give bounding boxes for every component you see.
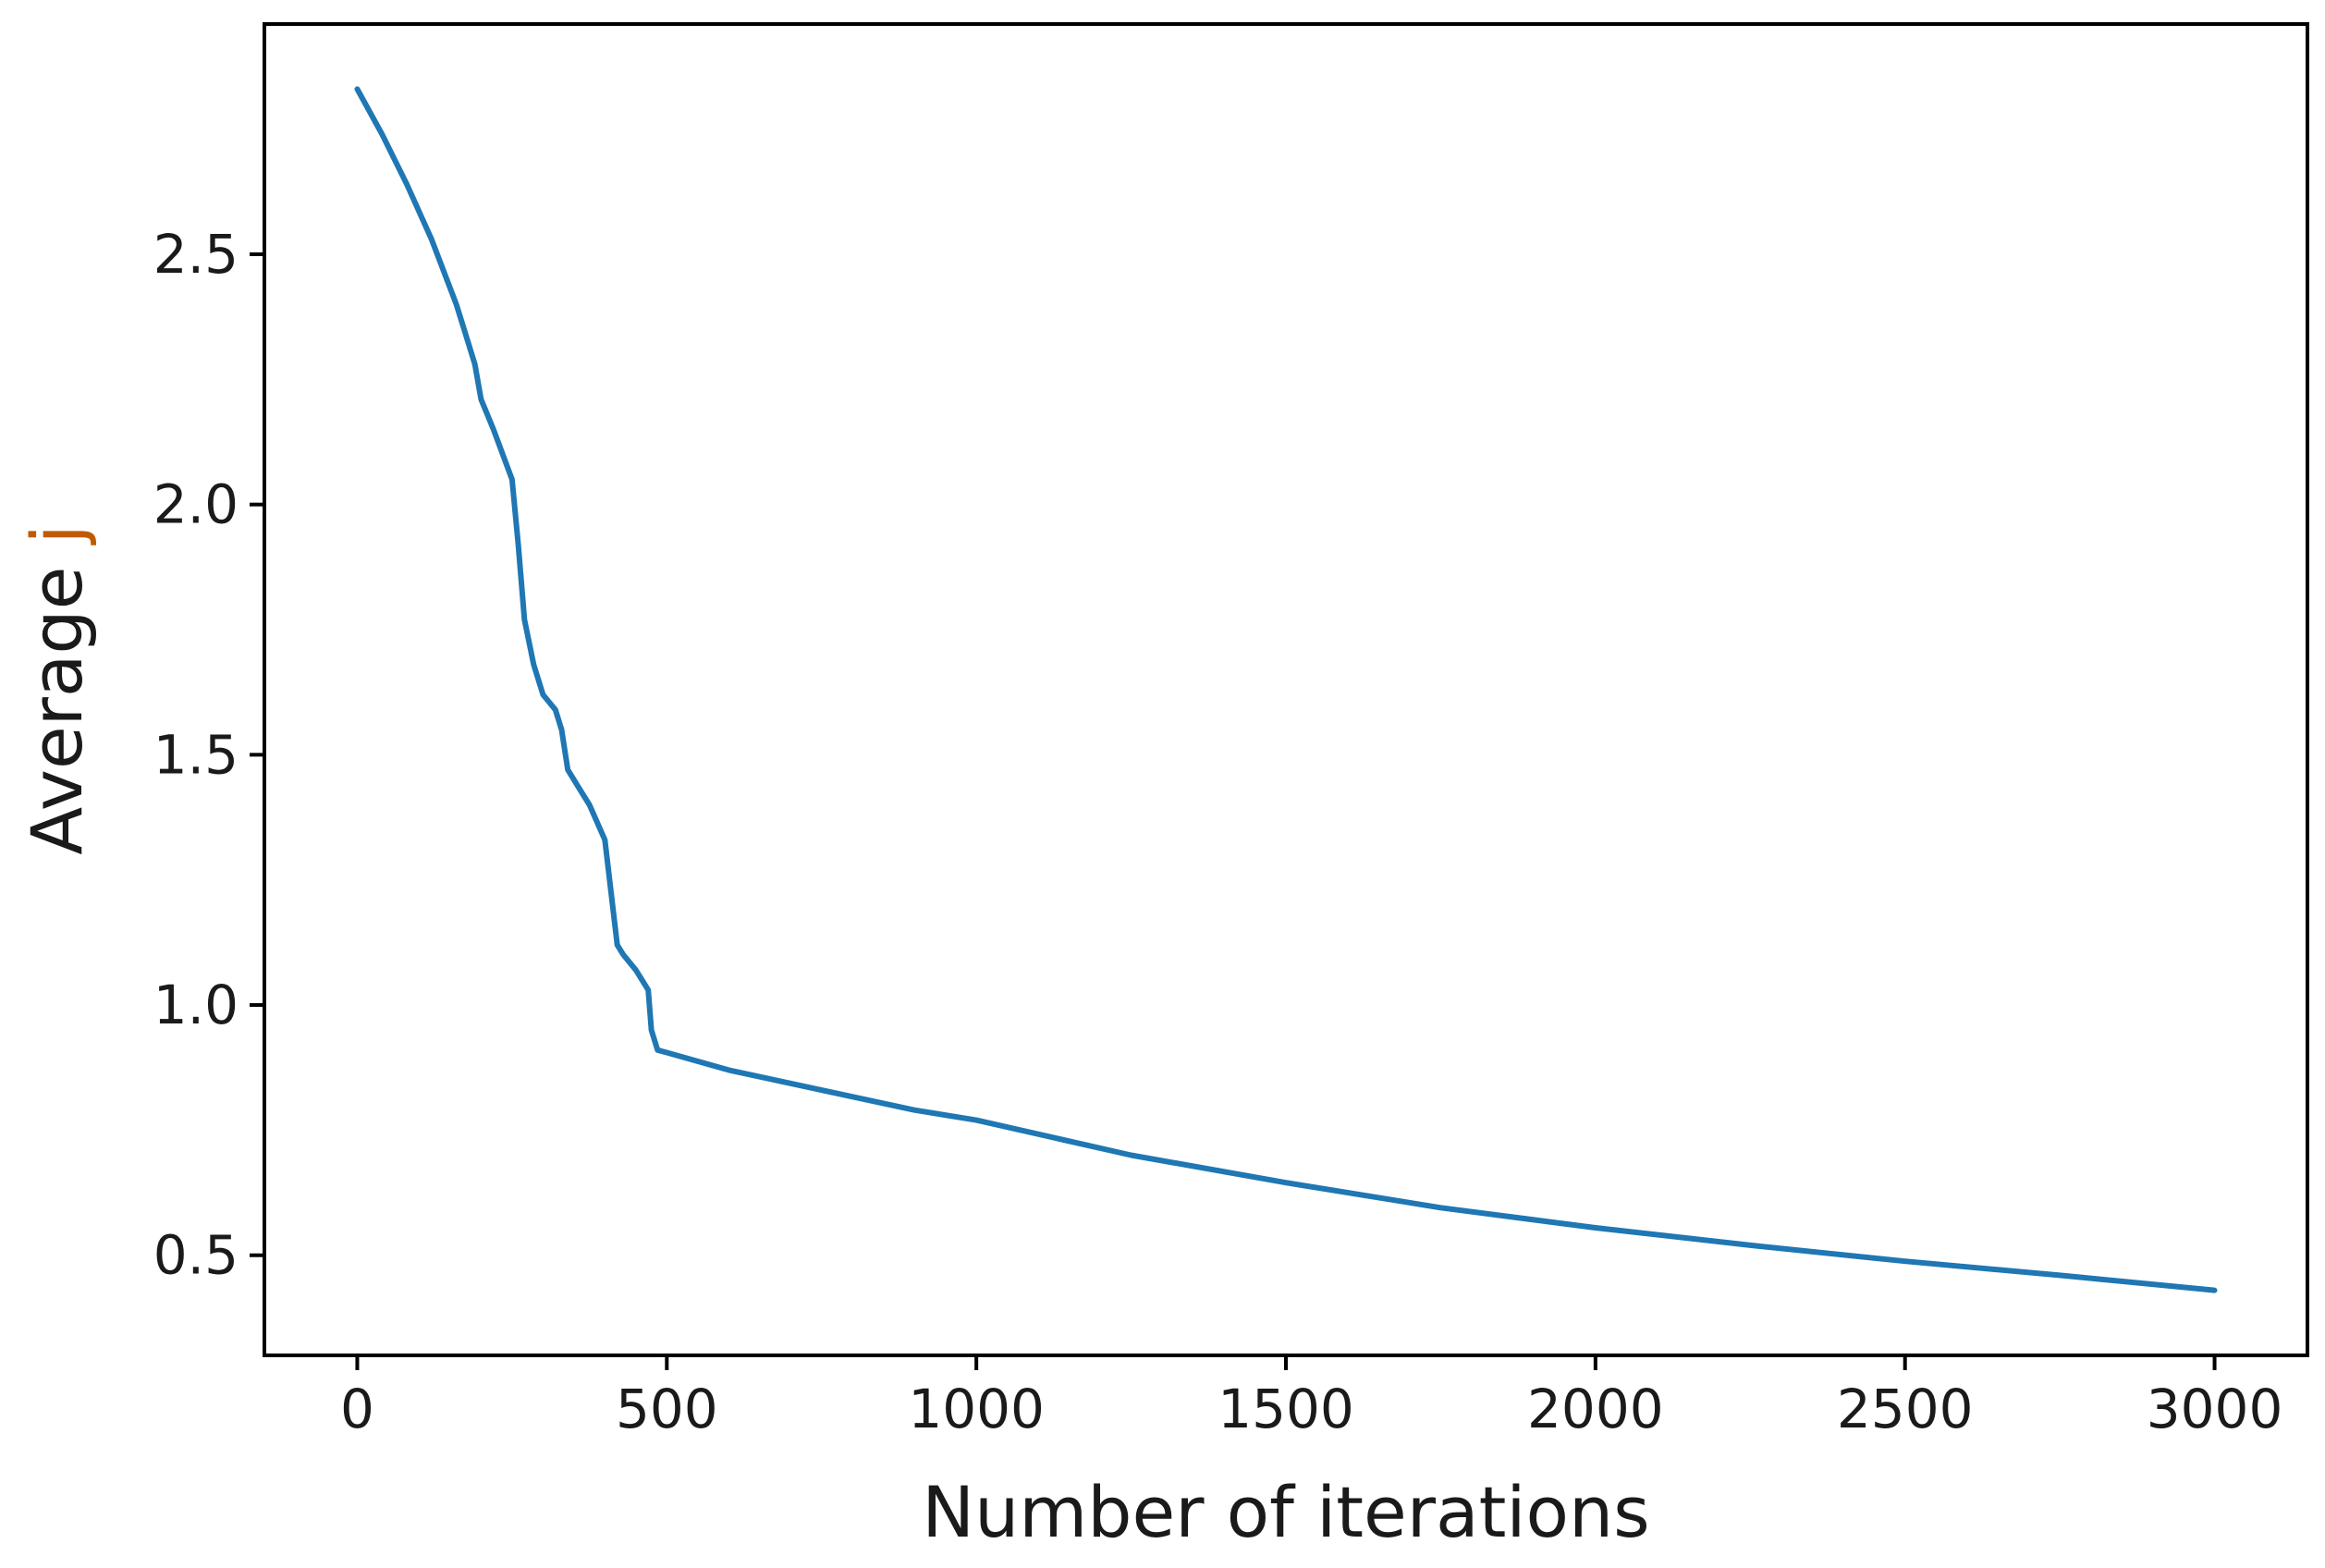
plot-background — [264, 24, 2307, 1355]
y-tick-label: 2.0 — [153, 473, 239, 536]
x-tick-label: 0 — [340, 1378, 374, 1440]
series-line — [354, 86, 2218, 1293]
y-axis-title-main: Average — [16, 567, 98, 855]
x-axis-ticks: 0 500 1000 1500 2000 2500 3000 — [340, 1355, 2282, 1440]
y-tick-label: 1.5 — [153, 723, 239, 786]
plot-frame — [263, 22, 2309, 1357]
y-tick-label: 1.0 — [153, 974, 239, 1036]
x-tick-label: 1500 — [1218, 1378, 1354, 1440]
x-tick-label: 3000 — [2147, 1378, 2283, 1440]
x-tick-label: 2000 — [1527, 1378, 1664, 1440]
y-tick-label: 0.5 — [153, 1224, 239, 1287]
x-tick-label: 2500 — [1837, 1378, 1974, 1440]
x-axis-title: Number of iterations — [922, 1471, 1650, 1553]
x-tick-label: 1000 — [908, 1378, 1045, 1440]
y-axis-ticks: 0.5 1.0 1.5 2.0 2.5 — [153, 223, 264, 1287]
x-tick-label: 500 — [616, 1378, 718, 1440]
y-axis-title: Average j — [16, 524, 98, 854]
y-axis-title-accent: j — [16, 524, 98, 566]
y-tick-label: 2.5 — [153, 223, 239, 286]
